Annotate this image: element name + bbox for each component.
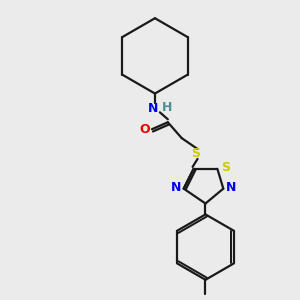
Text: O: O	[140, 123, 150, 136]
Text: N: N	[171, 181, 181, 194]
Text: S: S	[191, 148, 200, 160]
Text: S: S	[221, 161, 230, 174]
Text: N: N	[148, 102, 158, 115]
Text: H: H	[162, 101, 172, 114]
Text: N: N	[226, 181, 236, 194]
